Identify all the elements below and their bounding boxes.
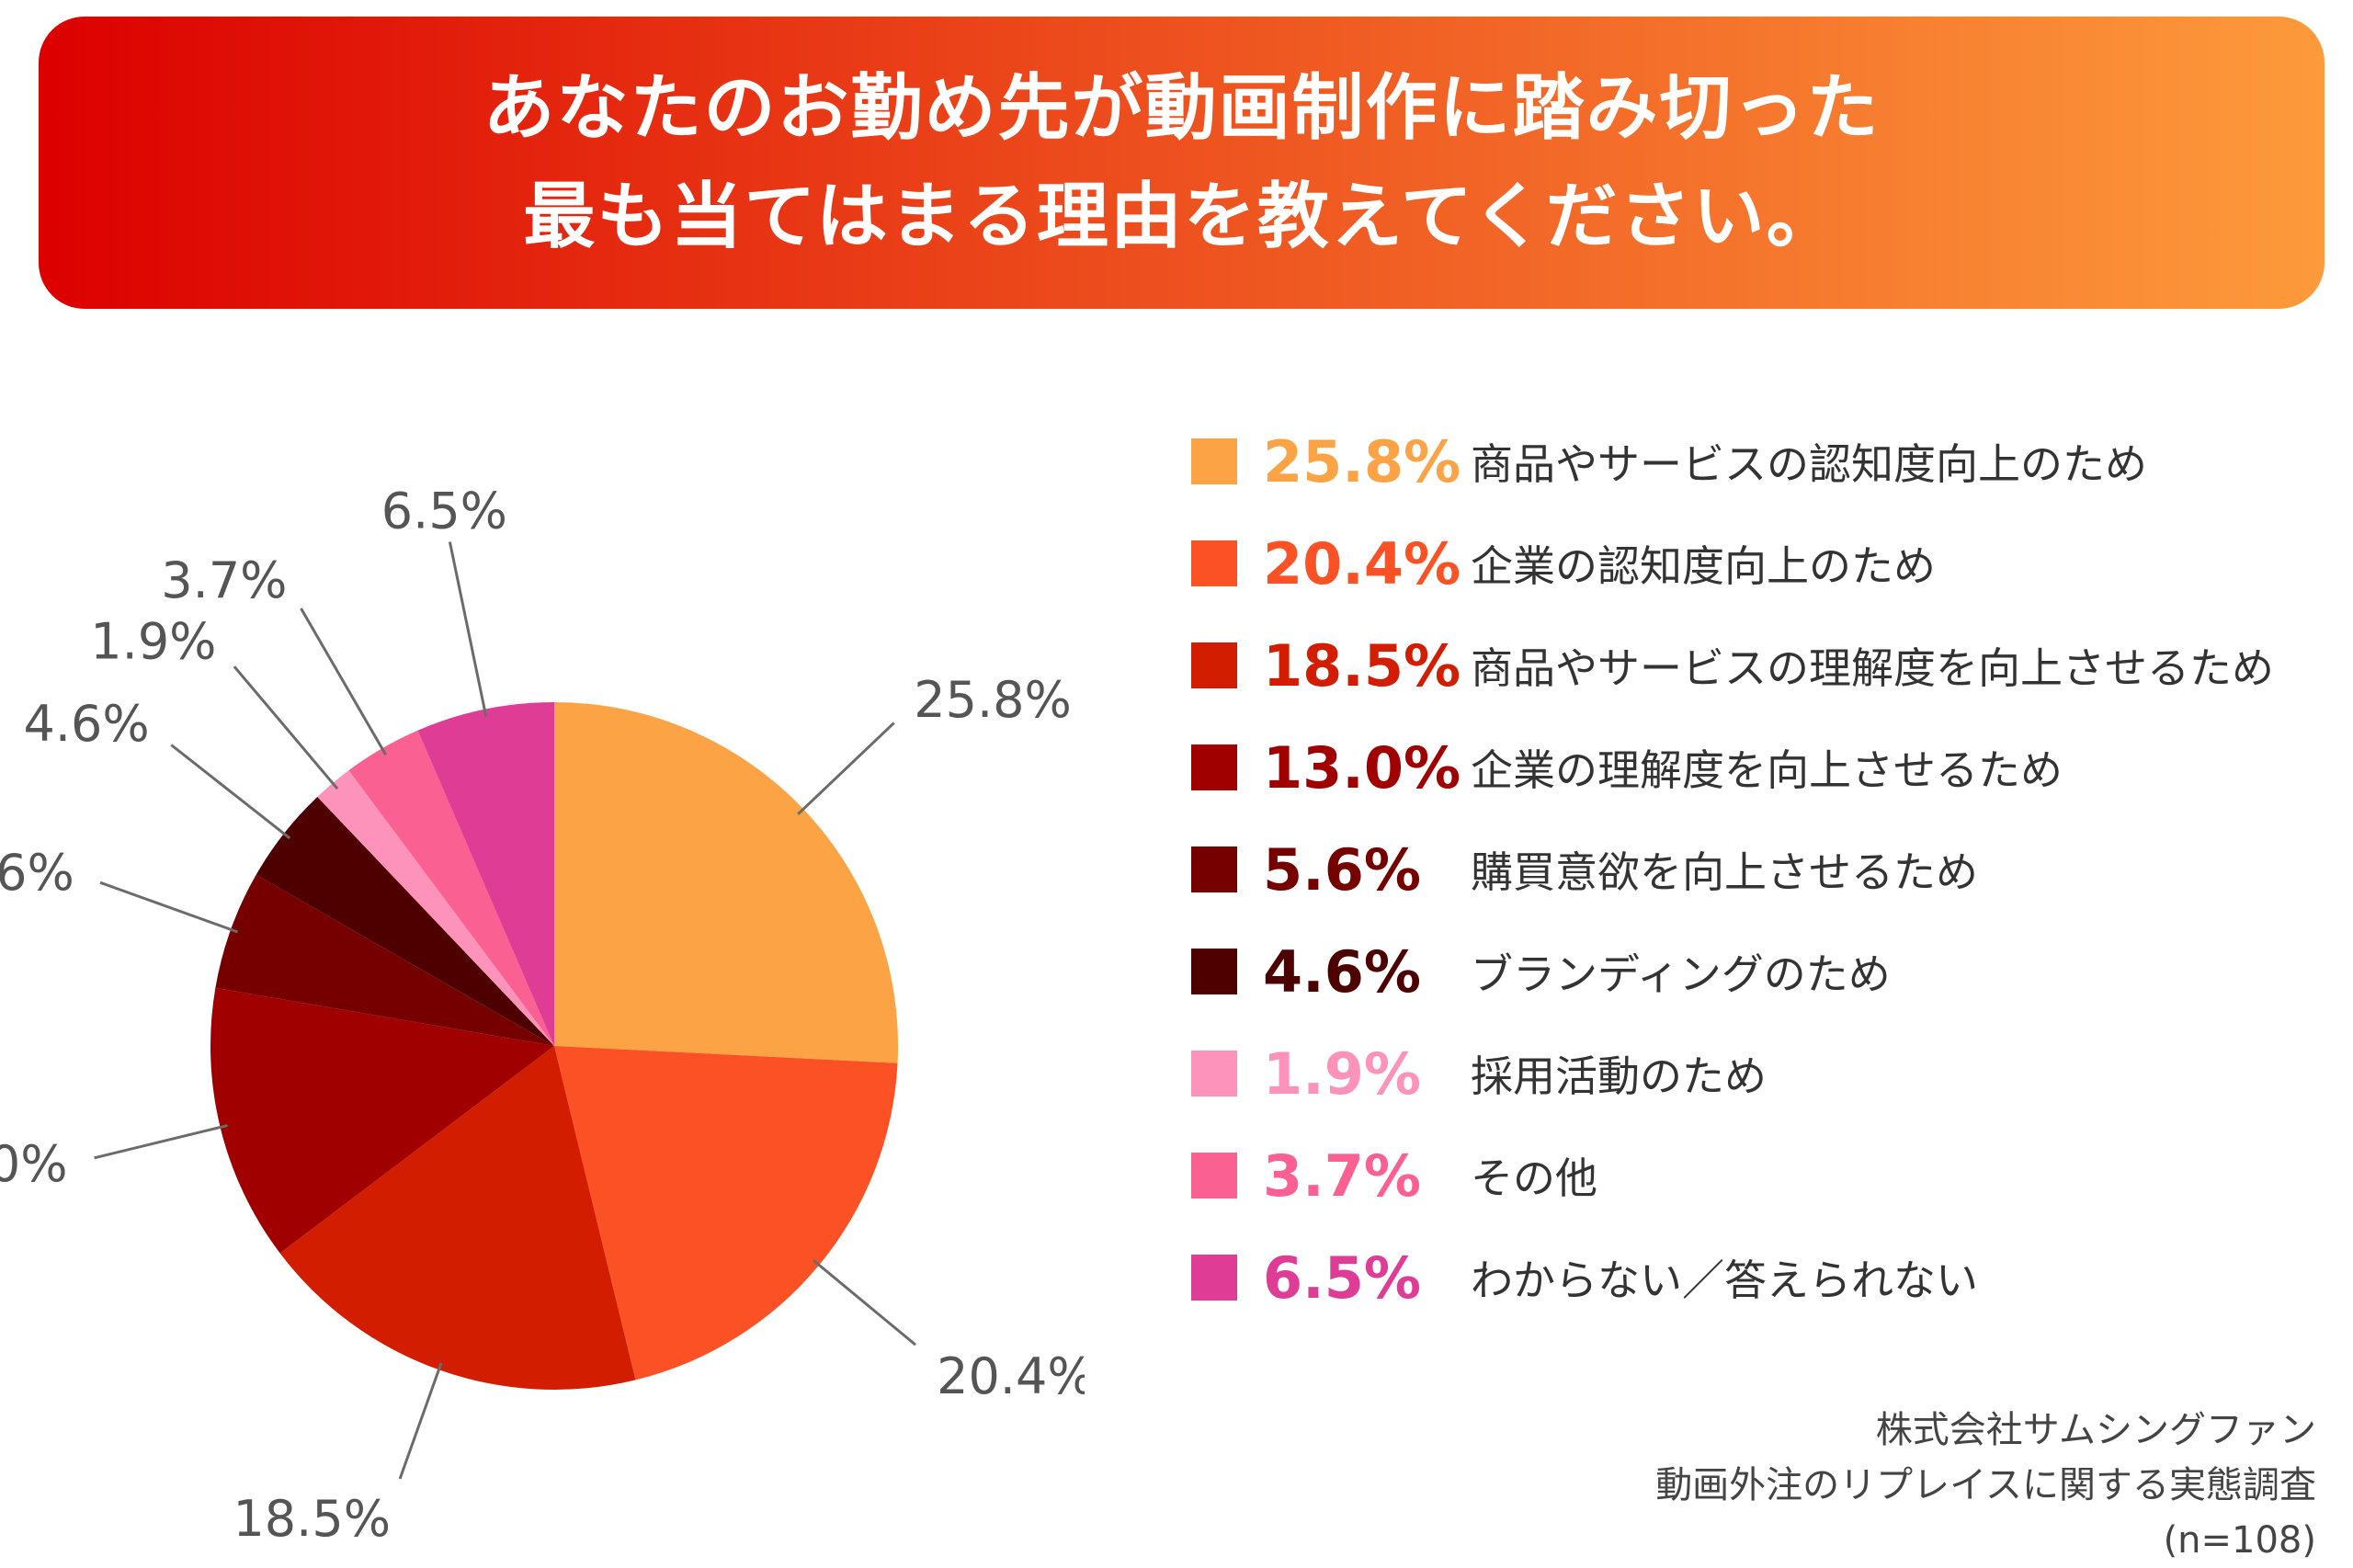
legend-label: わからない／答えられない <box>1471 1256 1978 1305</box>
callout-leader-line <box>94 1124 228 1160</box>
legend-item: 4.6% ブランディングのため <box>1191 935 1891 1008</box>
pie-slice <box>554 1046 898 1381</box>
slice-value-label: 25.8% <box>914 671 1072 729</box>
legend-percentage: 5.6% <box>1263 835 1421 903</box>
source-note: 株式会社サムシングファン 動画外注のリプレイスに関する実態調査 (n=108) <box>1655 1403 2316 1568</box>
legend-label: その他 <box>1471 1153 1597 1203</box>
legend-label: ブランディングのため <box>1471 949 1891 999</box>
slice-value-label: 13.0% <box>0 1135 68 1193</box>
legend-percentage: 20.4% <box>1263 529 1461 597</box>
slice-value-label: 4.6% <box>23 695 149 753</box>
legend-percentage: 3.7% <box>1263 1142 1421 1210</box>
legend-item: 1.9% 採用活動のため <box>1191 1037 1767 1110</box>
legend-label: 購買意欲を向上させるため <box>1471 847 1978 897</box>
legend-label: 企業の理解度を向上させるため <box>1471 745 2063 795</box>
legend-percentage: 6.5% <box>1263 1244 1421 1312</box>
pie-slice <box>554 702 899 1063</box>
slice-value-label: 20.4% <box>937 1347 1085 1405</box>
pie-slice <box>348 730 554 1046</box>
legend-swatch <box>1191 438 1237 484</box>
legend-swatch <box>1191 540 1237 586</box>
legend-swatch <box>1191 949 1237 994</box>
legend-item: 5.6% 購買意欲を向上させるため <box>1191 833 1978 906</box>
slice-value-label: 3.7% <box>161 551 287 609</box>
legend-item: 20.4% 企業の認知度向上のため <box>1191 527 1936 600</box>
legend-percentage: 25.8% <box>1263 427 1461 495</box>
legend-swatch <box>1191 744 1237 790</box>
slice-value-label: 5.6% <box>0 844 74 902</box>
legend-item: 3.7% その他 <box>1191 1139 1597 1212</box>
legend-percentage: 4.6% <box>1263 937 1421 1006</box>
callout-leader-line <box>99 881 239 934</box>
callout-leader-line <box>813 1259 916 1346</box>
pie-slice <box>417 702 554 1046</box>
callout-leader-line <box>398 1362 443 1480</box>
pie-chart: 25.8% 20.4% 18.5% 13.0% 5.6% 4.6% 1.9%3.7% 6.5% <box>0 482 1085 1548</box>
callout-leader-line <box>448 541 488 717</box>
legend-label: 商品やサービスの理解度を向上させるため <box>1471 643 2274 693</box>
source-sample: (n=108) <box>2163 1519 2316 1562</box>
slice-value-label: 6.5% <box>381 482 507 540</box>
callout-leader-line <box>170 744 291 840</box>
callout-leader-line <box>300 608 387 756</box>
pie-slice <box>256 796 554 1046</box>
callout-leader-line <box>797 722 895 815</box>
callout-leader-line <box>233 665 339 790</box>
legend-percentage: 18.5% <box>1263 631 1461 699</box>
chart-title-line-1: あなたのお勤め先が動画制作に踏み切った <box>483 67 1881 150</box>
source-company: 株式会社サムシングファン <box>1875 1409 2316 1451</box>
title-banner: あなたのお勤め先が動画制作に踏み切った 最も当てはまる理由を教えてください。 <box>39 17 2325 309</box>
pie-slice <box>215 874 554 1046</box>
slice-value-label: 18.5% <box>233 1490 391 1548</box>
source-survey: 動画外注のリプレイスに関する実態調査 <box>1655 1464 2316 1506</box>
legend-swatch <box>1191 1255 1237 1301</box>
legend-swatch <box>1191 1051 1237 1096</box>
chart-title-line-2: 最も当てはまる理由を教えてください。 <box>523 176 1840 258</box>
legend-percentage: 13.0% <box>1263 733 1461 801</box>
legend-label: 商品やサービスの認知度向上のため <box>1471 439 2147 489</box>
legend-item: 25.8% 商品やサービスの認知度向上のため <box>1191 425 2147 498</box>
legend-swatch <box>1191 846 1237 892</box>
legend-item: 13.0% 企業の理解度を向上させるため <box>1191 731 2063 804</box>
legend-swatch <box>1191 642 1237 688</box>
legend-item: 6.5% わからない／答えられない <box>1191 1241 1978 1314</box>
legend-percentage: 1.9% <box>1263 1040 1421 1108</box>
legend-label: 企業の認知度向上のため <box>1471 541 1936 591</box>
legend-label: 採用活動のため <box>1471 1051 1767 1101</box>
pie-slice <box>210 987 554 1254</box>
pie-slice <box>317 770 554 1046</box>
legend-item: 18.5% 商品やサービスの理解度を向上させるため <box>1191 629 2274 702</box>
pie-slice <box>279 1046 636 1391</box>
slice-value-label: 1.9% <box>90 612 216 670</box>
legend-swatch <box>1191 1153 1237 1199</box>
